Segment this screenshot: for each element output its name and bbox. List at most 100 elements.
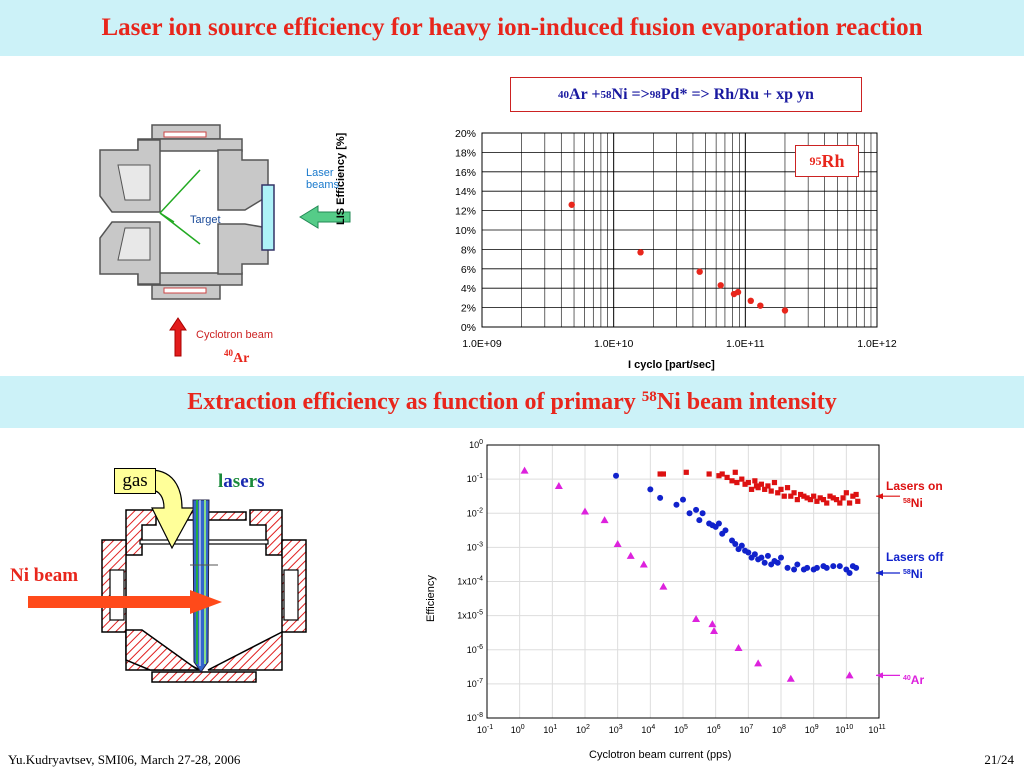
chart2-xtick-label: 101 <box>543 724 557 735</box>
chart2-point-lasers-off <box>715 520 722 527</box>
chart2-point-lasers-off <box>722 527 729 534</box>
chart2-ytick-label: 10-2 <box>467 507 483 518</box>
reaction-t2: Ni => <box>611 85 650 103</box>
chart2-point-ar <box>734 644 743 652</box>
chart2-point-ar <box>659 582 668 590</box>
chart2-xtick-label: 1011 <box>868 724 885 735</box>
chart2-point-ar <box>754 659 763 667</box>
chart2-ytick-label: 10-1 <box>467 473 483 484</box>
chart2-point-lasers-off <box>732 540 739 547</box>
chart1-ytick-label: 0% <box>461 322 476 334</box>
lasers-letter-3: s <box>232 471 241 492</box>
chart2-point-lasers-on <box>820 497 827 503</box>
chart1-xtick-label: 1.0E+10 <box>594 338 634 350</box>
chart2-point-lasers-on <box>755 485 761 491</box>
chart1-ytick-label: 18% <box>455 147 476 159</box>
chart1-xtick-label: 1.0E+09 <box>462 338 502 350</box>
lasers-letter-5: r <box>248 471 258 492</box>
chart2-ytick-label: 1x10-4 <box>457 576 483 587</box>
chart2-point-lasers-on <box>762 486 768 492</box>
chart2-xtick-label: 108 <box>772 724 786 735</box>
section2-title: Extraction efficiency as function of pri… <box>187 389 837 416</box>
chart2-xtick-label: 102 <box>576 724 590 735</box>
chart2-point-lasers-off <box>657 494 664 501</box>
chart2-point-lasers-on <box>843 490 849 496</box>
rh-text: Rh <box>821 150 845 171</box>
chart2-point-lasers-on <box>765 483 771 489</box>
ar-beam-label: 40Ar <box>224 348 249 367</box>
chart2-point-lasers-on <box>807 497 813 503</box>
chart2-point-lasers-on <box>814 498 820 504</box>
chart2-point-lasers-on <box>824 500 830 506</box>
chart2-point-lasers-on <box>801 493 807 499</box>
rh-sup: 95 <box>809 153 822 168</box>
chart2-point-ar <box>708 620 717 628</box>
chart2-point-lasers-off <box>836 563 843 570</box>
slide-title: Laser ion source efficiency for heavy io… <box>101 14 923 41</box>
chart2-point-lasers-on <box>732 469 738 475</box>
chart2-point-lasers-on <box>729 478 735 484</box>
chart2-point-lasers-on <box>745 479 751 486</box>
chart1-ytick-label: 6% <box>461 264 476 276</box>
chart2-point-lasers-on <box>830 495 836 501</box>
chart2-point-lasers-on <box>768 488 774 494</box>
chart2-point-lasers-on <box>758 481 764 487</box>
chart2-point-lasers-on <box>778 486 784 492</box>
chart2-legend-arrowhead <box>876 493 883 500</box>
chart2-point-lasers-on <box>837 500 843 506</box>
chart2-point-lasers-on <box>657 471 663 477</box>
chart2-point-ar <box>600 516 609 524</box>
footer-author: Yu.Kudryavtsev, SMI06, March 27-28, 2006 <box>8 752 241 767</box>
chart1-point <box>696 268 703 275</box>
chart2-ytick-label: 1x10-5 <box>457 610 483 621</box>
chart2-ytick-label: 100 <box>469 439 483 450</box>
chart2-point-lasers-off <box>696 517 703 524</box>
ar-sup: 40 <box>224 348 233 358</box>
chart2-point-lasers-off <box>784 564 791 571</box>
chart2-point-lasers-on <box>706 471 712 477</box>
chart2-legend-arrowhead <box>876 672 883 679</box>
chart2-point-ar <box>710 626 719 634</box>
footer-page-number: 21/24 <box>984 752 1014 767</box>
chart2-point-lasers-off <box>745 549 752 556</box>
reaction-sup2: 58 <box>600 88 612 101</box>
chart2-point-lasers-on <box>804 495 810 501</box>
chart2-xtick-label: 100 <box>511 724 525 735</box>
chart2-point-lasers-on <box>749 486 755 492</box>
lasers-letter-4: e <box>240 471 249 492</box>
chart2-point-lasers-off <box>758 554 765 561</box>
chart2-legend-text: 58Ni <box>903 567 923 581</box>
chart2-point-lasers-on <box>798 491 804 498</box>
chart2-point-lasers-off <box>693 506 700 513</box>
chart2-frame <box>486 444 880 719</box>
chart2-point-lasers-off <box>686 510 693 517</box>
chart2-xtick-label: 103 <box>609 724 623 735</box>
chart2-legend-arrowhead <box>876 569 883 576</box>
chart2-xtick-label: 105 <box>674 724 688 735</box>
chart2-point-lasers-off <box>673 501 680 508</box>
chart2-xtick-label: 109 <box>805 724 819 735</box>
chart2-point-lasers-on <box>853 491 859 498</box>
chart2-point-lasers-off <box>761 559 768 566</box>
chart1-point <box>637 249 644 256</box>
chart2-ytick-label: 10-3 <box>467 541 483 552</box>
chart1-ytick-label: 14% <box>455 186 476 198</box>
laser-beams-line2: beams <box>306 179 340 191</box>
chart2-xlabel: Cyclotron beam current (pps) <box>589 749 732 761</box>
chart2-legend-text: 58Ni <box>903 496 923 510</box>
chart2-point-lasers-on <box>742 481 748 487</box>
chart1-ytick-label: 8% <box>461 244 476 256</box>
chart2-point-lasers-on <box>840 495 846 501</box>
chart2-point-lasers-on <box>827 493 833 499</box>
chart2-point-lasers-on <box>788 493 794 499</box>
chart2-point-lasers-off <box>774 559 781 566</box>
chart2-point-lasers-off <box>823 564 830 571</box>
chart1-ytick-label: 10% <box>455 225 476 237</box>
chart2-point-lasers-off <box>613 472 620 479</box>
chart2-xtick-label: 106 <box>707 724 721 735</box>
chart1-point <box>717 282 724 289</box>
chart2-point-lasers-on <box>752 478 758 484</box>
chart2-point-lasers-on <box>683 469 689 475</box>
reaction-t1: Ar + <box>569 85 601 103</box>
